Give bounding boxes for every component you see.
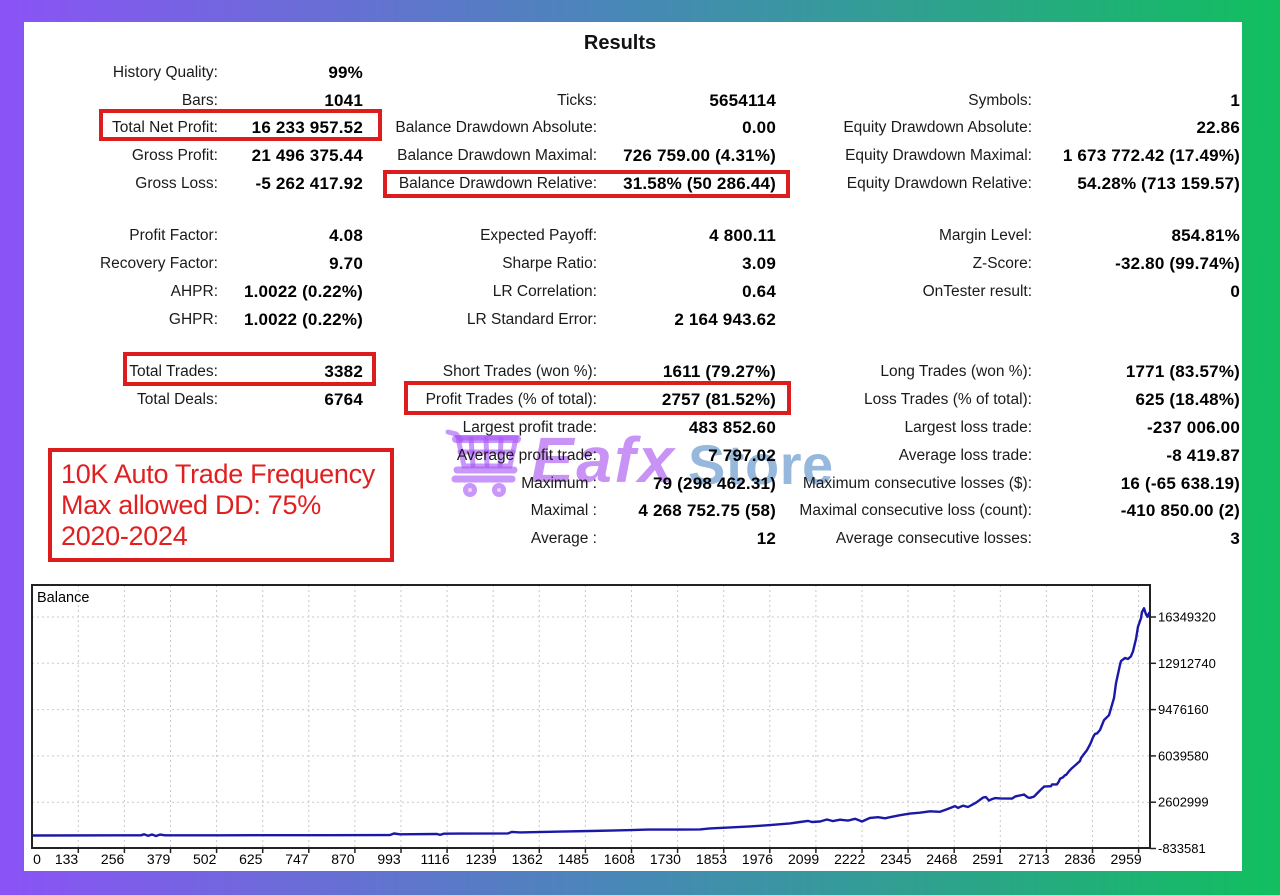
svg-text:12912740: 12912740 (1158, 656, 1216, 671)
svg-text:9476160: 9476160 (1158, 702, 1209, 717)
svg-text:1116: 1116 (421, 851, 450, 867)
svg-text:993: 993 (377, 851, 401, 867)
svg-text:747: 747 (285, 851, 309, 867)
svg-text:625: 625 (239, 851, 263, 867)
svg-text:1608: 1608 (604, 851, 635, 867)
svg-text:870: 870 (331, 851, 355, 867)
svg-text:2602999: 2602999 (1158, 795, 1209, 810)
svg-text:6039580: 6039580 (1158, 748, 1209, 763)
svg-text:2345: 2345 (880, 851, 911, 867)
svg-text:2591: 2591 (972, 851, 1003, 867)
svg-text:1239: 1239 (466, 851, 497, 867)
svg-text:2099: 2099 (788, 851, 819, 867)
svg-text:502: 502 (193, 851, 217, 867)
svg-text:Balance: Balance (37, 590, 89, 606)
svg-text:2836: 2836 (1064, 851, 1095, 867)
svg-text:1730: 1730 (650, 851, 681, 867)
svg-text:379: 379 (147, 851, 171, 867)
svg-text:16349320: 16349320 (1158, 610, 1216, 625)
svg-text:2959: 2959 (1111, 851, 1142, 867)
svg-text:256: 256 (101, 851, 125, 867)
svg-text:1362: 1362 (512, 851, 543, 867)
svg-text:2222: 2222 (834, 851, 865, 867)
svg-text:2713: 2713 (1018, 851, 1049, 867)
svg-text:1976: 1976 (742, 851, 773, 867)
svg-text:1853: 1853 (696, 851, 727, 867)
svg-text:0: 0 (33, 851, 41, 867)
svg-text:-833581: -833581 (1158, 841, 1206, 856)
svg-text:2468: 2468 (926, 851, 957, 867)
svg-text:1485: 1485 (558, 851, 589, 867)
svg-text:133: 133 (55, 851, 79, 867)
